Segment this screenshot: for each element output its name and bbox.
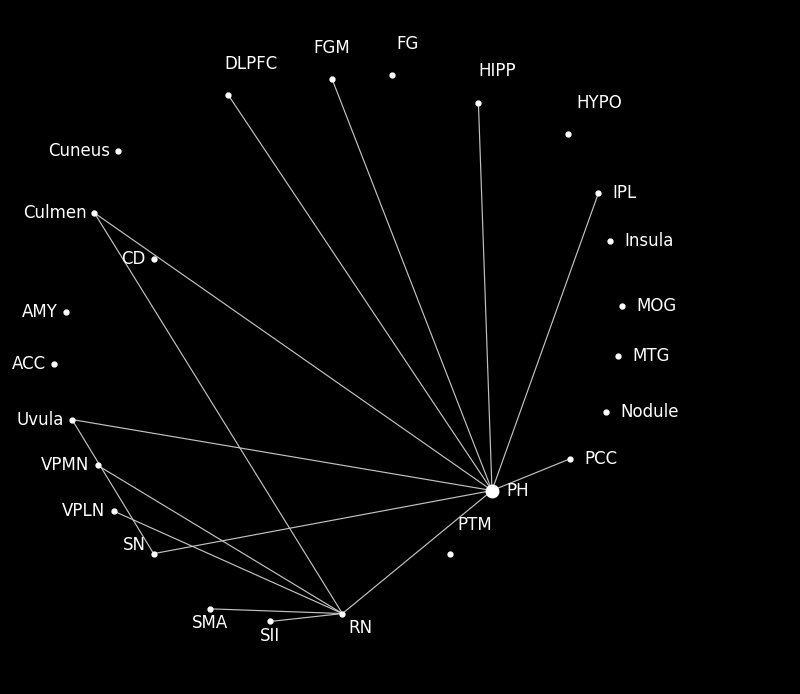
Text: SII: SII	[260, 627, 281, 645]
Text: ACC: ACC	[12, 355, 46, 373]
Text: VPLN: VPLN	[62, 502, 106, 520]
Text: FG: FG	[396, 35, 418, 53]
Text: MTG: MTG	[632, 348, 670, 366]
Text: MOG: MOG	[637, 297, 677, 315]
Text: Culmen: Culmen	[22, 204, 86, 222]
Text: PTM: PTM	[458, 516, 492, 534]
Text: VPMN: VPMN	[42, 456, 90, 474]
Text: IPL: IPL	[613, 184, 637, 202]
Text: AMY: AMY	[22, 303, 58, 321]
Text: Cuneus: Cuneus	[48, 142, 110, 160]
Text: DLPFC: DLPFC	[224, 55, 278, 73]
Text: Nodule: Nodule	[621, 403, 679, 421]
Text: PCC: PCC	[584, 450, 617, 468]
Text: RN: RN	[349, 619, 373, 637]
Text: HIPP: HIPP	[478, 62, 516, 81]
Text: CD: CD	[122, 250, 146, 268]
Text: HYPO: HYPO	[576, 94, 622, 112]
Text: PH: PH	[506, 482, 529, 500]
Text: Uvula: Uvula	[17, 411, 64, 429]
Text: SMA: SMA	[191, 614, 228, 632]
Text: SN: SN	[122, 536, 146, 554]
Text: FGM: FGM	[314, 39, 350, 57]
Text: Insula: Insula	[624, 232, 674, 250]
